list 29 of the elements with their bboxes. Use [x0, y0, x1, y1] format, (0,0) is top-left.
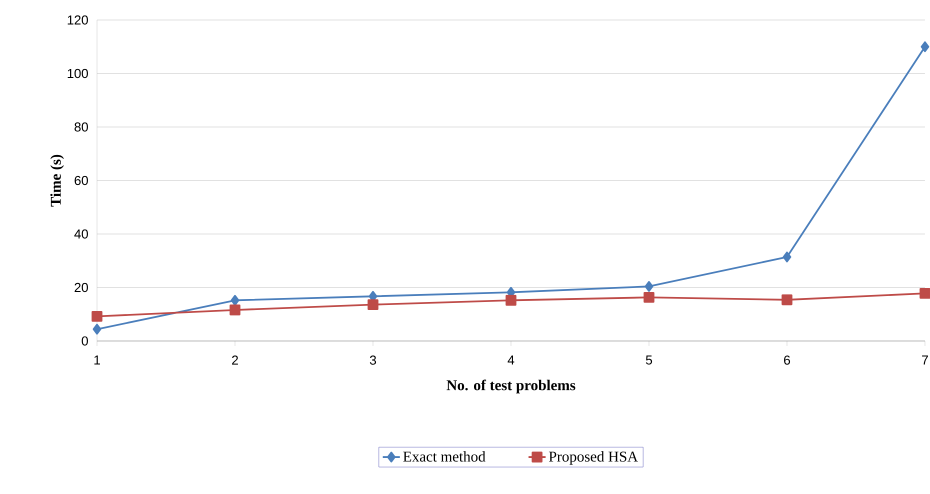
- y-tick-label: 100: [68, 68, 88, 78]
- point: [230, 304, 240, 316]
- point: [644, 281, 654, 292]
- x-tick-label: 5: [646, 356, 652, 365]
- y-axis-title: Time (s): [50, 154, 64, 207]
- x-tick-label: 7: [922, 356, 928, 364]
- point: [644, 292, 654, 303]
- y-tick-label: 60: [74, 176, 88, 186]
- point: [920, 41, 930, 52]
- point: [368, 299, 378, 310]
- point: [230, 294, 240, 306]
- x-axis-title: No. of test problems: [446, 380, 576, 394]
- legend-label: Proposed HSA: [548, 451, 638, 465]
- x-tick-label: 1: [94, 356, 100, 364]
- point: [782, 252, 792, 262]
- point: [92, 310, 102, 322]
- x-tick-label: 3: [370, 356, 376, 365]
- legend-label: Exact method: [403, 451, 486, 462]
- y-tick-label: 80: [74, 122, 88, 132]
- x-tick-label: 4: [508, 356, 514, 364]
- point: [92, 324, 102, 335]
- y-tick-label: 20: [74, 282, 88, 292]
- y-tick-label: 0: [82, 336, 88, 346]
- y-tick-label: 120: [68, 15, 88, 25]
- y-tick-label: 40: [74, 229, 88, 239]
- point: [782, 294, 792, 306]
- x-tick-label: 6: [784, 356, 790, 365]
- x-tick-label: 2: [232, 356, 238, 365]
- point: [506, 294, 516, 306]
